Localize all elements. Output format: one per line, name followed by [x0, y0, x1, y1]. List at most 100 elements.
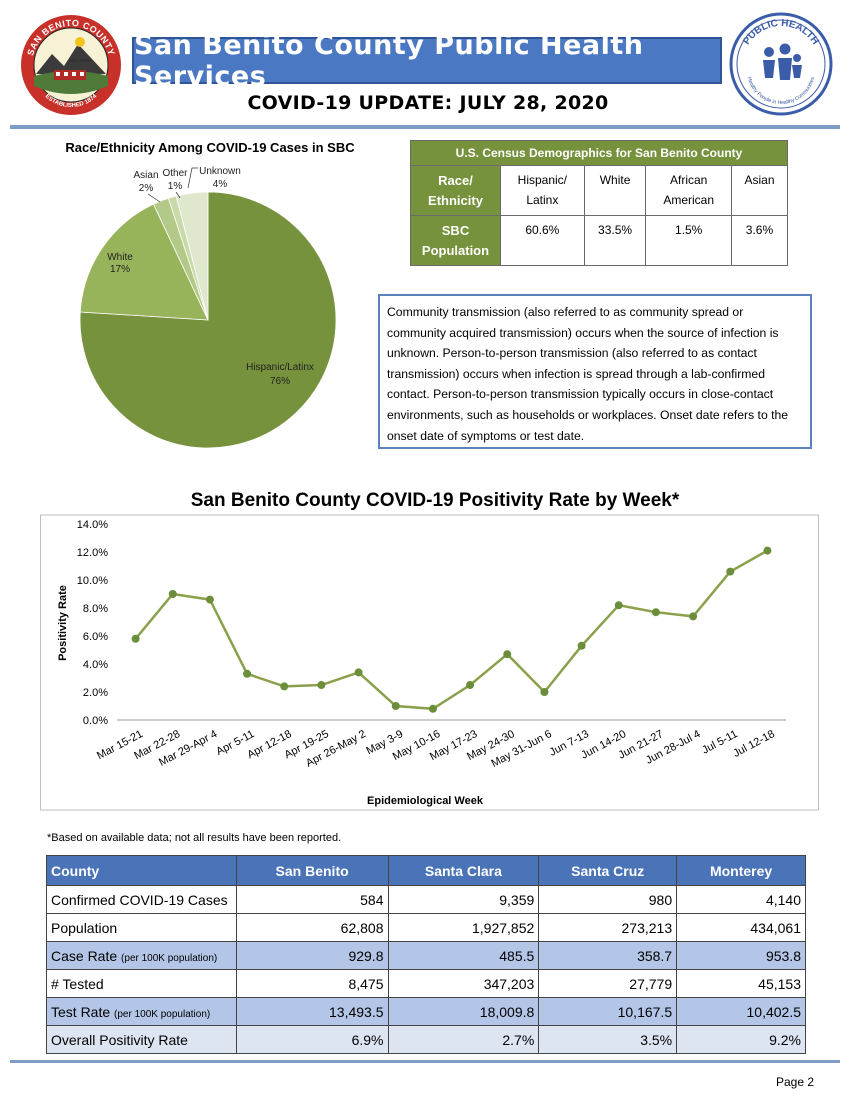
pie-label-unknown: Unknown [199, 166, 241, 177]
row-label: # Tested [46, 969, 237, 998]
table-cell: 358.7 [538, 941, 678, 970]
county-table-header-row: County San Benito Santa Clara Santa Cruz… [46, 855, 806, 886]
table-cell: 929.8 [235, 941, 389, 970]
public-health-logo: PUBLIC HEALTH Healthy People in Healthy … [729, 12, 833, 116]
pie-label-asian-pct: 2% [139, 183, 154, 194]
positivity-line-chart: San Benito County COVID-19 Positivity Ra… [40, 490, 819, 811]
pie-label-white-pct: 17% [110, 264, 130, 275]
row-label: Case Rate (per 100K population) [46, 941, 237, 970]
census-col-hispanic: Hispanic/Latinx [500, 165, 585, 216]
census-table-title: U.S. Census Demographics for San Benito … [410, 140, 788, 166]
line-chart-title: San Benito County COVID-19 Positivity Ra… [191, 490, 680, 511]
y-tick-label: 0.0% [83, 715, 108, 727]
county-header: Monterey [676, 855, 806, 886]
y-tick-label: 10.0% [77, 575, 108, 587]
y-tick-label: 2.0% [83, 687, 108, 699]
row-label: Overall Positivity Rate [46, 1025, 237, 1054]
data-point [131, 634, 140, 643]
data-point [168, 590, 177, 598]
census-col-label: Latinx [526, 193, 559, 207]
x-axis-label: Epidemiological Week [367, 795, 484, 807]
seal-town-text: HOLLISTER [69, 58, 91, 63]
table-cell: 4,140 [676, 885, 806, 914]
row-label: Population [46, 913, 237, 942]
data-point [317, 681, 326, 689]
row-label-text: Population [51, 919, 118, 936]
table-cell: 347,203 [387, 969, 540, 998]
data-point [726, 567, 735, 576]
table-cell: 584 [235, 885, 389, 914]
census-col-label: Hispanic/ [517, 173, 568, 187]
census-value-cell: 3.6% [730, 215, 789, 266]
table-cell: 1,927,852 [387, 913, 540, 942]
county-comparison-table: County San Benito Santa Clara Santa Cruz… [46, 855, 806, 1054]
row-label: Confirmed COVID-19 Cases [46, 885, 237, 914]
census-value-cell: 1.5% [645, 215, 732, 266]
data-point [540, 688, 549, 696]
data-point [651, 608, 660, 617]
pie-chart-title: Race/Ethnicity Among COVID-19 Cases in S… [65, 140, 355, 155]
row-label-text: Case Rate [51, 947, 118, 964]
data-point [205, 595, 214, 604]
data-point [354, 668, 363, 677]
y-tick-label: 14.0% [77, 519, 108, 531]
table-cell: 8,475 [235, 969, 389, 998]
pie-label-other: Other [162, 168, 188, 179]
pie-slice-unknown [175, 191, 209, 321]
pie-slice-hispanic-latinx [79, 191, 337, 449]
data-point [391, 702, 400, 710]
table-cell: 18,009.8 [387, 997, 540, 1026]
pie-label-hispanic: Hispanic/Latinx [246, 362, 314, 373]
data-point [689, 612, 698, 621]
county-seal-logo: HOLLISTER SAN BENITO COUNTY ESTABLISHED … [21, 15, 121, 115]
x-tick-label: Jul 12-18 [731, 728, 777, 760]
table-cell: 13,493.5 [235, 997, 389, 1026]
page-number: Page 2 [776, 1075, 815, 1089]
y-tick-label: 8.0% [83, 603, 108, 615]
pie-leader-other [175, 191, 181, 199]
census-row-head-population: SBC Population [410, 215, 501, 266]
census-col-white: White [583, 165, 647, 216]
census-race-line2: Ethnicity [428, 192, 483, 208]
census-demographics-table: U.S. Census Demographics for San Benito … [410, 140, 789, 266]
table-cell: 273,213 [538, 913, 678, 942]
census-col-label: American [663, 193, 715, 207]
table-cell: 10,402.5 [676, 997, 806, 1026]
row-label-sub: (per 100K population) [114, 1008, 211, 1020]
data-point [614, 601, 623, 610]
transmission-definitions-box: Community transmission (also referred to… [378, 294, 812, 449]
row-label-text: # Tested [51, 975, 104, 992]
table-cell: 485.5 [387, 941, 540, 970]
census-col-african-american: African American [645, 165, 732, 216]
table-cell: 2.7% [387, 1025, 540, 1054]
census-pop-line2: Population [421, 242, 490, 258]
y-tick-label: 6.0% [83, 631, 108, 643]
table-cell: 980 [538, 885, 678, 914]
table-cell: 9.2% [676, 1025, 806, 1054]
row-label-sub: (per 100K population) [121, 952, 218, 964]
table-cell: 3.5% [538, 1025, 678, 1054]
pie-label-hispanic-pct: 76% [270, 376, 290, 387]
data-point [280, 682, 289, 691]
county-header: Santa Cruz [538, 855, 678, 886]
y-tick-label: 12.0% [77, 547, 108, 559]
data-point [577, 641, 586, 650]
pie-label-white: White [107, 252, 133, 263]
county-header: San Benito [235, 855, 389, 886]
table-cell: 9,359 [387, 885, 540, 914]
pie-label-asian: Asian [133, 170, 158, 181]
pie-label-other-pct: 1% [168, 181, 183, 192]
people-icon [763, 43, 802, 80]
row-label-text: Confirmed COVID-19 Cases [51, 891, 228, 908]
table-cell: 6.9% [235, 1025, 389, 1054]
table-row: Population 62,808 1,927,852 273,213 434,… [46, 913, 806, 942]
data-point [243, 669, 252, 678]
row-label-text: Test Rate [51, 1003, 111, 1020]
bottom-divider [10, 1060, 840, 1063]
table-row: # Tested 8,475 347,203 27,779 45,153 [46, 969, 806, 998]
y-axis-label: Positivity Rate [57, 585, 69, 661]
header-banner: San Benito County Public Health Services [132, 30, 722, 92]
table-cell: 45,153 [676, 969, 806, 998]
data-point [466, 681, 475, 689]
census-pop-line1: SBC [441, 222, 470, 238]
